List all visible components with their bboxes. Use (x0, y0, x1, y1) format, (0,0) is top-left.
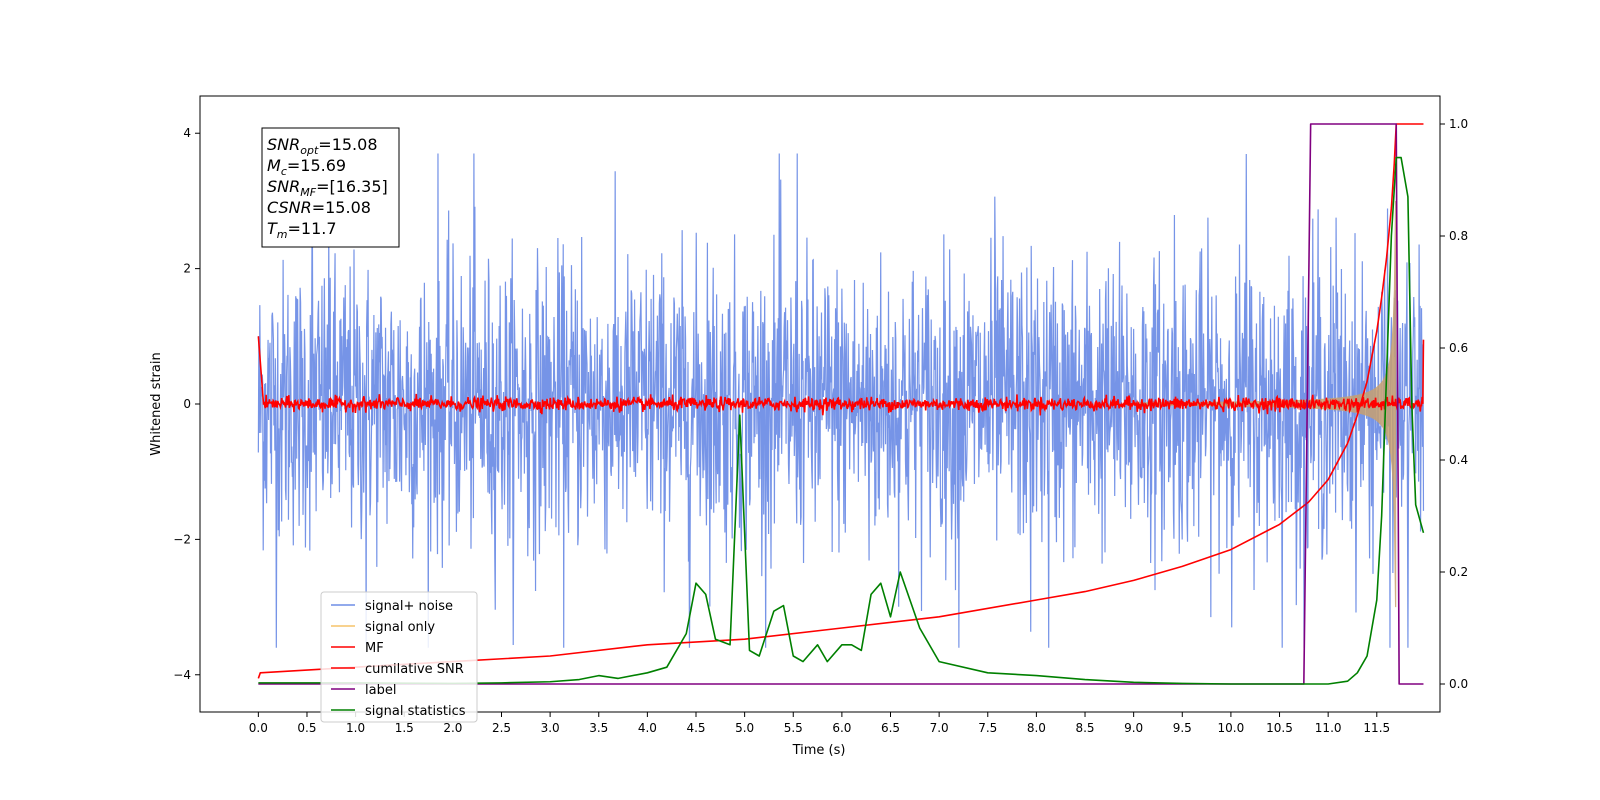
x-tick-label: 4.5 (686, 721, 705, 735)
annotation-subscript: opt (300, 144, 319, 157)
annotation-line: CSNR=15.08 (267, 198, 371, 217)
y-tick-label: 2 (183, 262, 191, 276)
plot-area (257, 123, 1425, 685)
x-tick-label: 2.0 (443, 721, 462, 735)
annotation-symbol: CSNR (267, 198, 312, 217)
y2-tick-label: 0.8 (1449, 229, 1468, 243)
x-tick-label: 0.0 (249, 721, 268, 735)
x-tick-label: 3.5 (589, 721, 608, 735)
annotation-line: SNRMF=[16.35] (267, 177, 388, 199)
annotation-symbol: T (267, 219, 278, 238)
annotation-value: =15.69 (287, 156, 346, 175)
legend-label: cumilative SNR (365, 662, 464, 677)
annotation-frame (261, 127, 400, 248)
annotation-value: =15.08 (312, 198, 371, 217)
annotation-value: =15.08 (318, 135, 377, 154)
annotation-symbol: SNR (267, 177, 300, 196)
legend-label: signal+ noise (365, 599, 453, 614)
y-tick-label: 4 (183, 126, 191, 140)
annotation-line: Tm=11.7 (267, 219, 337, 241)
legend-label: MF (365, 641, 384, 656)
annotation-value: =[16.35] (316, 177, 388, 196)
y2-tick-label: 0.0 (1449, 677, 1468, 691)
y-tick-label: −2 (173, 532, 191, 546)
y2-tick-label: 1.0 (1449, 117, 1468, 131)
y-tick-label: −4 (173, 668, 191, 682)
x-tick-label: 3.0 (541, 721, 560, 735)
legend-label: label (365, 683, 396, 698)
x-tick-label: 8.5 (1075, 721, 1094, 735)
legend-label: signal statistics (365, 704, 466, 719)
annotation-subscript: MF (300, 186, 316, 199)
x-tick-label: 7.0 (930, 721, 949, 735)
x-axis-label: Time (s) (792, 743, 846, 758)
label-line (258, 123, 1424, 685)
annotation-box: SNRopt=15.08Mc=15.69SNRMF=[16.35]CSNR=15… (261, 127, 400, 248)
legend: signal+ noise signal only MF cumilative SNR… (320, 591, 478, 723)
x-tick-label: 9.0 (1124, 721, 1143, 735)
y2-tick-label: 0.6 (1449, 341, 1468, 355)
y2-tick-label: 0.4 (1449, 453, 1468, 467)
x-tick-label: 1.0 (346, 721, 365, 735)
x-tick-label: 5.0 (735, 721, 754, 735)
x-tick-label: 8.0 (1027, 721, 1046, 735)
annotation-subscript: m (277, 228, 288, 241)
annotation-symbol: M (267, 156, 281, 175)
legend-label: signal only (365, 620, 435, 635)
x-tick-label: 6.5 (881, 721, 900, 735)
x-tick-label: 5.5 (784, 721, 803, 735)
mf-line (257, 336, 1425, 416)
signal-statistics-line (258, 156, 1425, 685)
y2-tick-label: 0.2 (1449, 565, 1468, 579)
x-tick-label: 7.5 (978, 721, 997, 735)
annotation-line: SNRopt=15.08 (267, 135, 378, 157)
annotation-line: Mc=15.69 (267, 156, 346, 178)
x-tick-label: 9.5 (1173, 721, 1192, 735)
legend-frame (320, 591, 478, 723)
x-tick-label: 2.5 (492, 721, 511, 735)
x-tick-label: 4.0 (638, 721, 657, 735)
x-tick-label: 6.0 (832, 721, 851, 735)
x-tick-label: 0.5 (297, 721, 316, 735)
annotation-symbol: SNR (267, 135, 300, 154)
x-tick-label: 10.5 (1266, 721, 1293, 735)
axes: 0.0 0.5 1.0 1.5 2.0 2.5 3.0 3.5 4.0 4.5 5.0 5.5 6.0 6… (173, 117, 1468, 735)
signal-noise-line (257, 153, 1425, 648)
x-tick-label: 11.0 (1315, 721, 1342, 735)
y-tick-label: 0 (183, 397, 191, 411)
annotation-subscript: c (281, 165, 287, 178)
annotation-value: =11.7 (288, 219, 337, 238)
cumilative-snr-line (257, 123, 1424, 679)
x-tick-label: 10.0 (1218, 721, 1245, 735)
x-tick-label: 11.5 (1363, 721, 1390, 735)
y-axis-label: Whitened strain (149, 352, 164, 455)
x-tick-label: 1.5 (395, 721, 414, 735)
